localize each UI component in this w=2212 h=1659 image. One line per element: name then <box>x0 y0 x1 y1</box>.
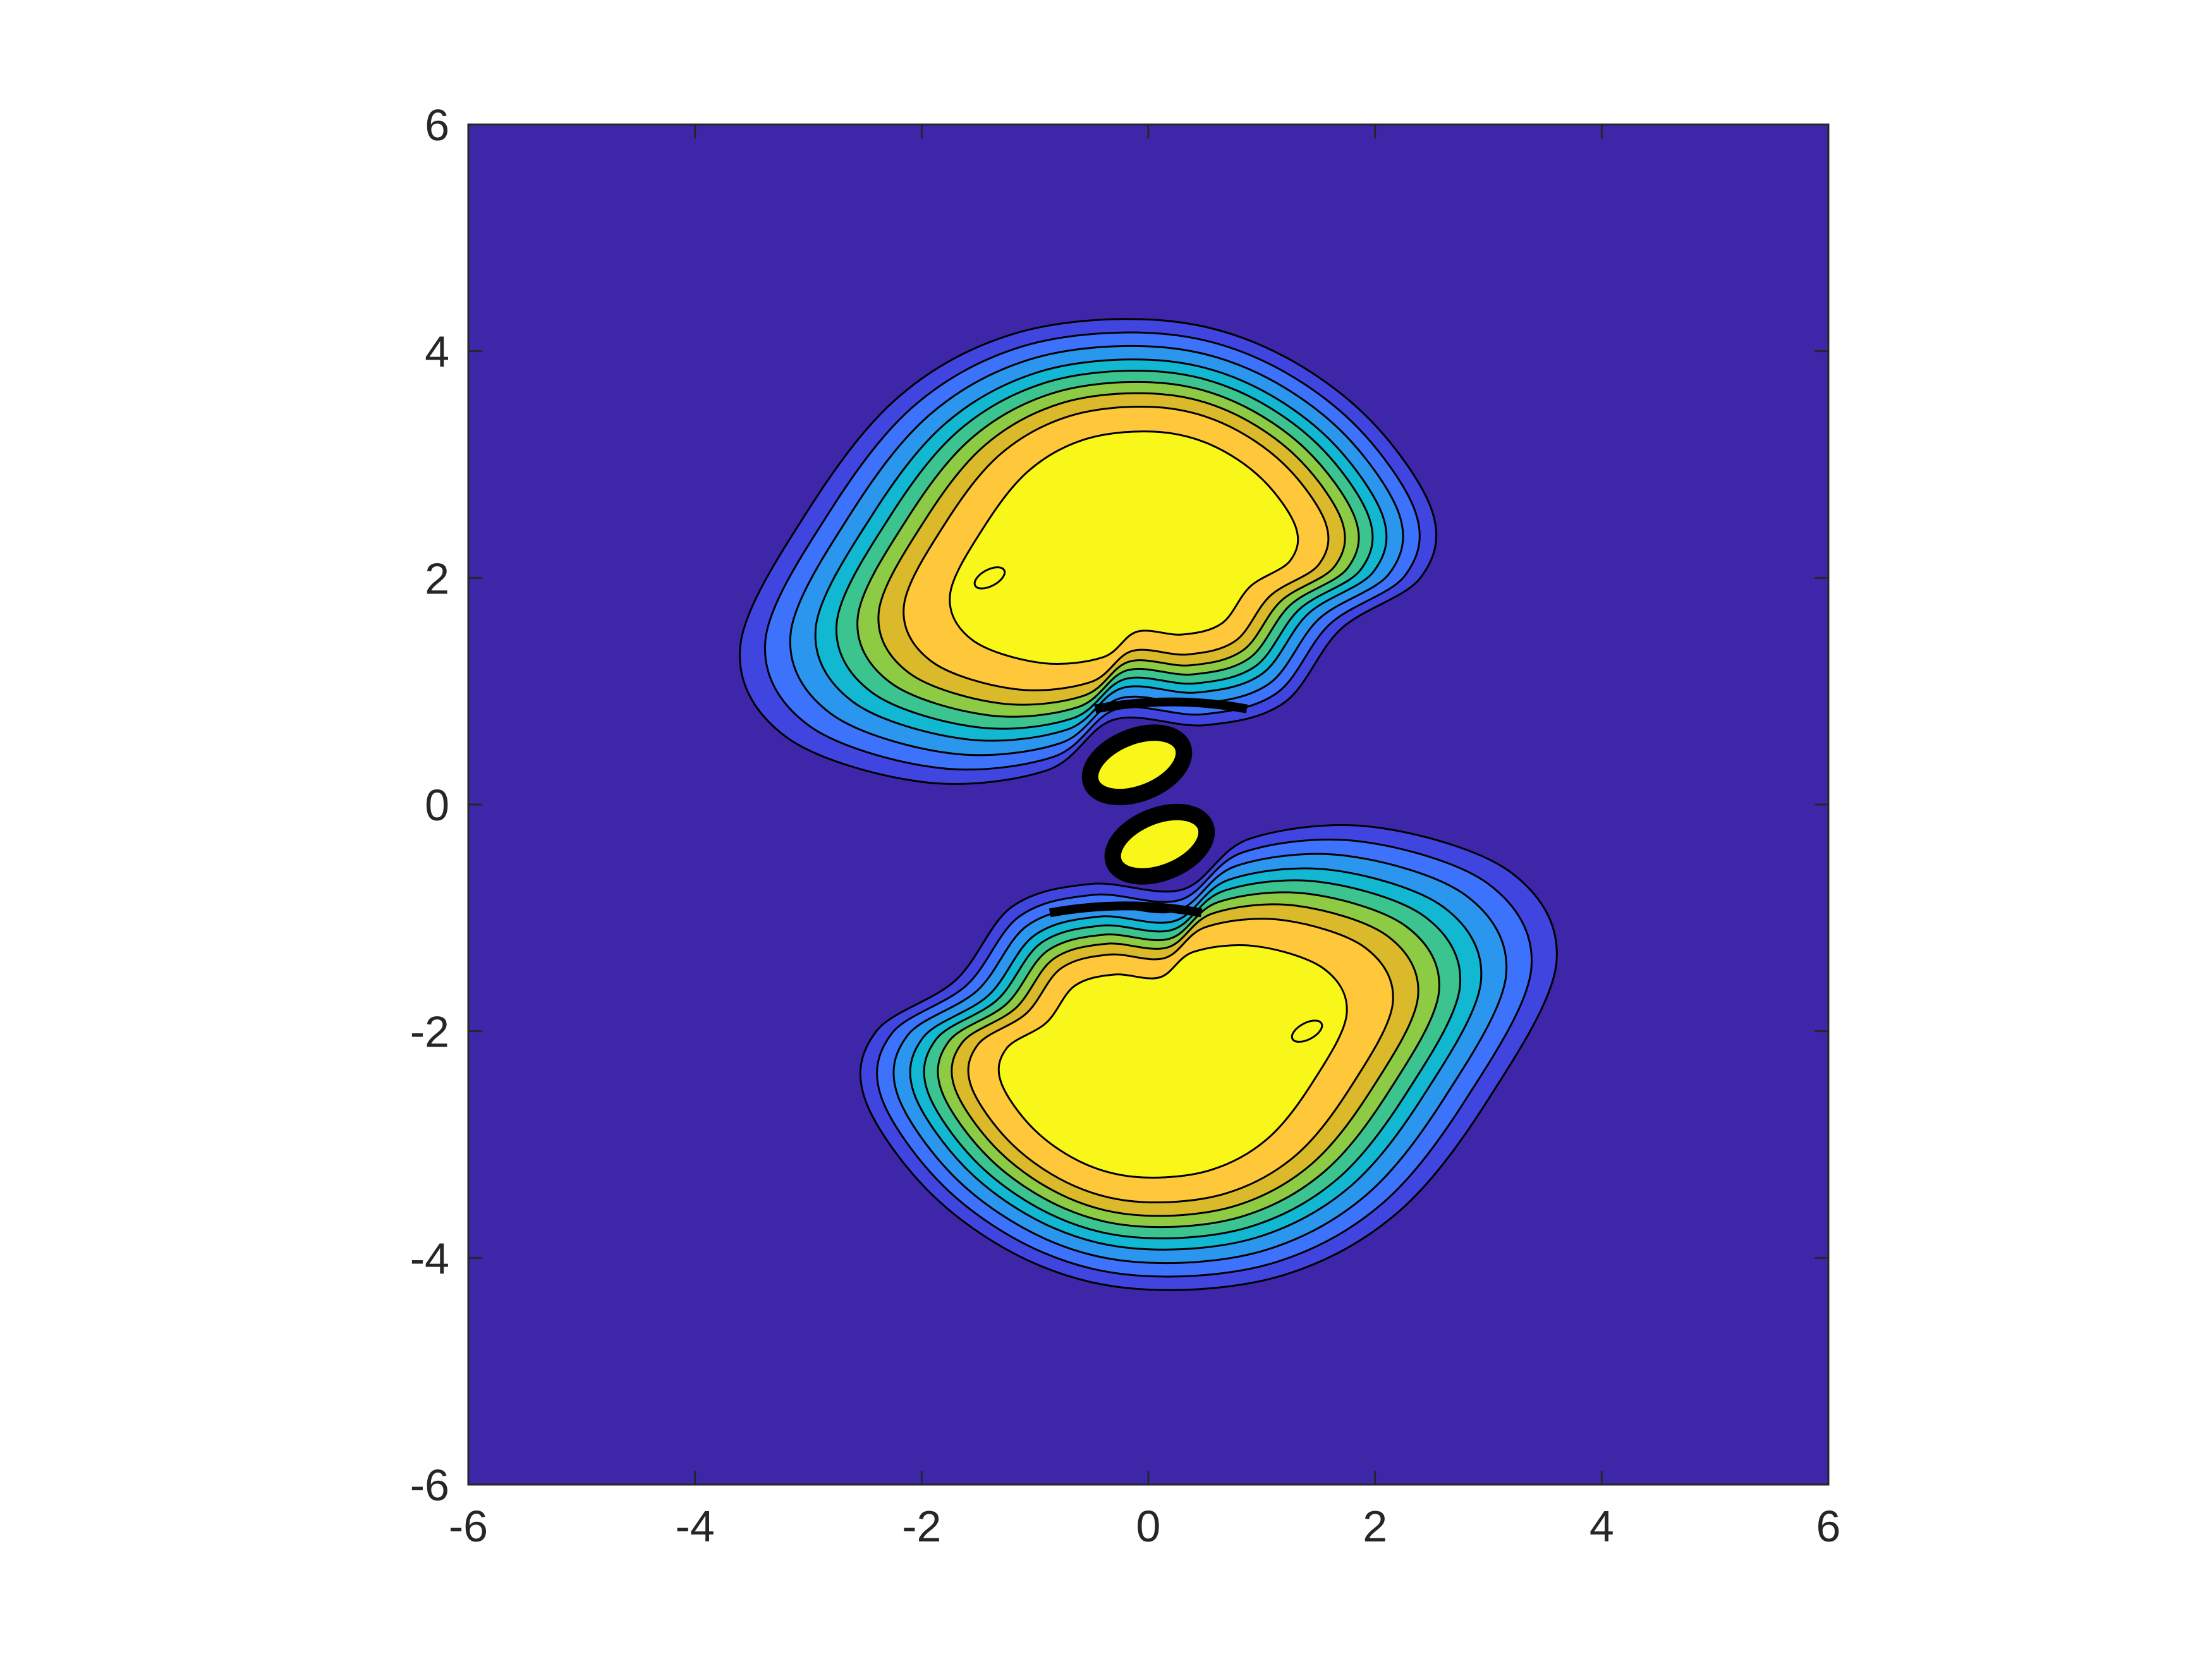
y-tick-label: 4 <box>425 327 449 377</box>
y-tick-label: 0 <box>425 781 449 830</box>
contour-fill-group <box>739 318 1558 1291</box>
neck-contours-lower <box>1048 901 1203 918</box>
small-contour-lower-lobe <box>1291 1019 1323 1043</box>
x-tick-label: 6 <box>1816 1502 1841 1551</box>
x-tick-label: -6 <box>449 1502 488 1551</box>
x-tick-label: 2 <box>1363 1502 1387 1551</box>
y-tick-label: 2 <box>425 554 449 603</box>
y-tick-label: 6 <box>425 100 449 150</box>
x-tick-label: 4 <box>1589 1502 1614 1551</box>
small-contour-upper-lobe <box>973 566 1006 590</box>
y-tick-label: -4 <box>410 1234 449 1283</box>
y-tick-label: -6 <box>410 1461 449 1510</box>
neck-contours-upper <box>1094 697 1248 714</box>
axes-group: -6 -4 -2 0 2 4 6 -6 -4 -2 0 2 4 6 <box>410 100 1841 1551</box>
contour-level-upper-lobe-9 <box>949 430 1299 665</box>
y-tick-label: -2 <box>410 1007 449 1057</box>
x-tick-label: -4 <box>676 1502 715 1551</box>
inner-peak-lower <box>1104 803 1215 885</box>
x-tick-label: 0 <box>1136 1502 1161 1551</box>
x-tick-label: -2 <box>902 1502 941 1551</box>
inner-peak-upper <box>1081 724 1193 806</box>
contour-level-lower-lobe-9 <box>997 944 1348 1179</box>
